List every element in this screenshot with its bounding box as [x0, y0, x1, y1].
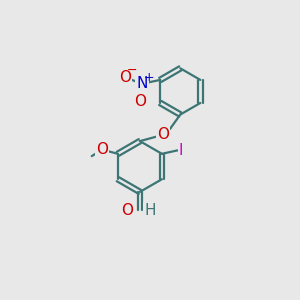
Text: H: H: [144, 203, 155, 218]
Text: I: I: [179, 143, 184, 158]
Text: O: O: [122, 203, 134, 218]
Text: −: −: [127, 64, 137, 77]
Text: O: O: [157, 128, 169, 142]
Text: O: O: [134, 94, 146, 109]
Text: O: O: [119, 70, 131, 85]
Text: N: N: [136, 76, 147, 91]
Text: O: O: [96, 142, 108, 157]
Text: +: +: [143, 71, 154, 84]
